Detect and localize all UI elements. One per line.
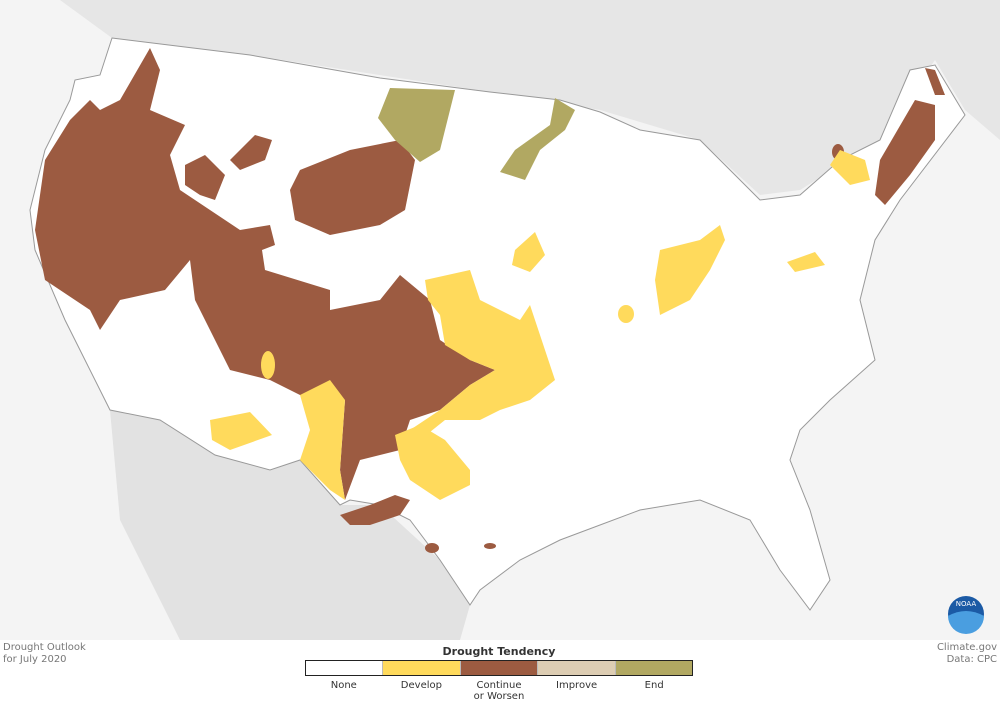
- legend-label: Improve: [556, 680, 598, 691]
- legend-label: None: [330, 680, 357, 691]
- il-develop: [618, 305, 634, 323]
- continue-areas: [35, 48, 945, 553]
- legend-swatch: [460, 661, 539, 675]
- iowa-develop: [512, 232, 545, 272]
- new-england-drought: [875, 100, 935, 205]
- logo-text: NOAA: [956, 600, 977, 608]
- legend-swatch: [538, 661, 616, 675]
- noaa-logo: NOAA: [948, 596, 984, 634]
- map-subtitle: for July 2020: [3, 654, 67, 665]
- texas-drought: [340, 495, 410, 525]
- legend-swatch: [306, 661, 384, 675]
- pa-develop: [787, 252, 825, 272]
- mexico: [110, 410, 470, 640]
- indiana-develop: [655, 225, 725, 315]
- legend-labels: None Develop Continue or Worsen Improve End: [305, 680, 693, 702]
- legend-bar: [305, 660, 693, 676]
- develop-areas: [210, 150, 870, 500]
- wyoming-drought: [290, 140, 415, 235]
- end-areas: [378, 88, 575, 180]
- credit-data: Data: CPC: [946, 654, 997, 665]
- maine-drought: [925, 68, 945, 95]
- west-drought: [35, 48, 495, 500]
- ny-develop: [830, 150, 870, 185]
- map-title: Drought Outlook: [3, 642, 86, 653]
- legend-swatch: [615, 661, 693, 675]
- az-develop-spot: [261, 351, 275, 379]
- canada: [0, 0, 1000, 195]
- logo-wave: [948, 611, 984, 634]
- map-title-block: Drought Outlook for July 2020: [3, 642, 86, 666]
- mn-end: [500, 98, 575, 180]
- legend-title: Drought Tendency: [442, 645, 556, 658]
- legend-label: Continue or Worsen: [473, 680, 525, 702]
- tx-develop: [395, 425, 470, 500]
- montana-drought: [230, 135, 272, 170]
- nd-end: [378, 88, 455, 162]
- plains-develop: [410, 270, 555, 440]
- credit-block: Climate.gov Data: CPC: [937, 642, 997, 666]
- legend-label: End: [644, 680, 664, 691]
- nm-develop: [300, 380, 345, 500]
- idaho-drought: [185, 155, 225, 200]
- legend-label: Develop: [400, 680, 442, 691]
- credit-source: Climate.gov: [936, 642, 997, 653]
- texas-spot: [425, 543, 439, 553]
- az-develop: [210, 412, 272, 450]
- legend-swatch: [383, 661, 461, 675]
- texas-spot: [484, 543, 496, 549]
- map: NOAA: [0, 0, 1000, 640]
